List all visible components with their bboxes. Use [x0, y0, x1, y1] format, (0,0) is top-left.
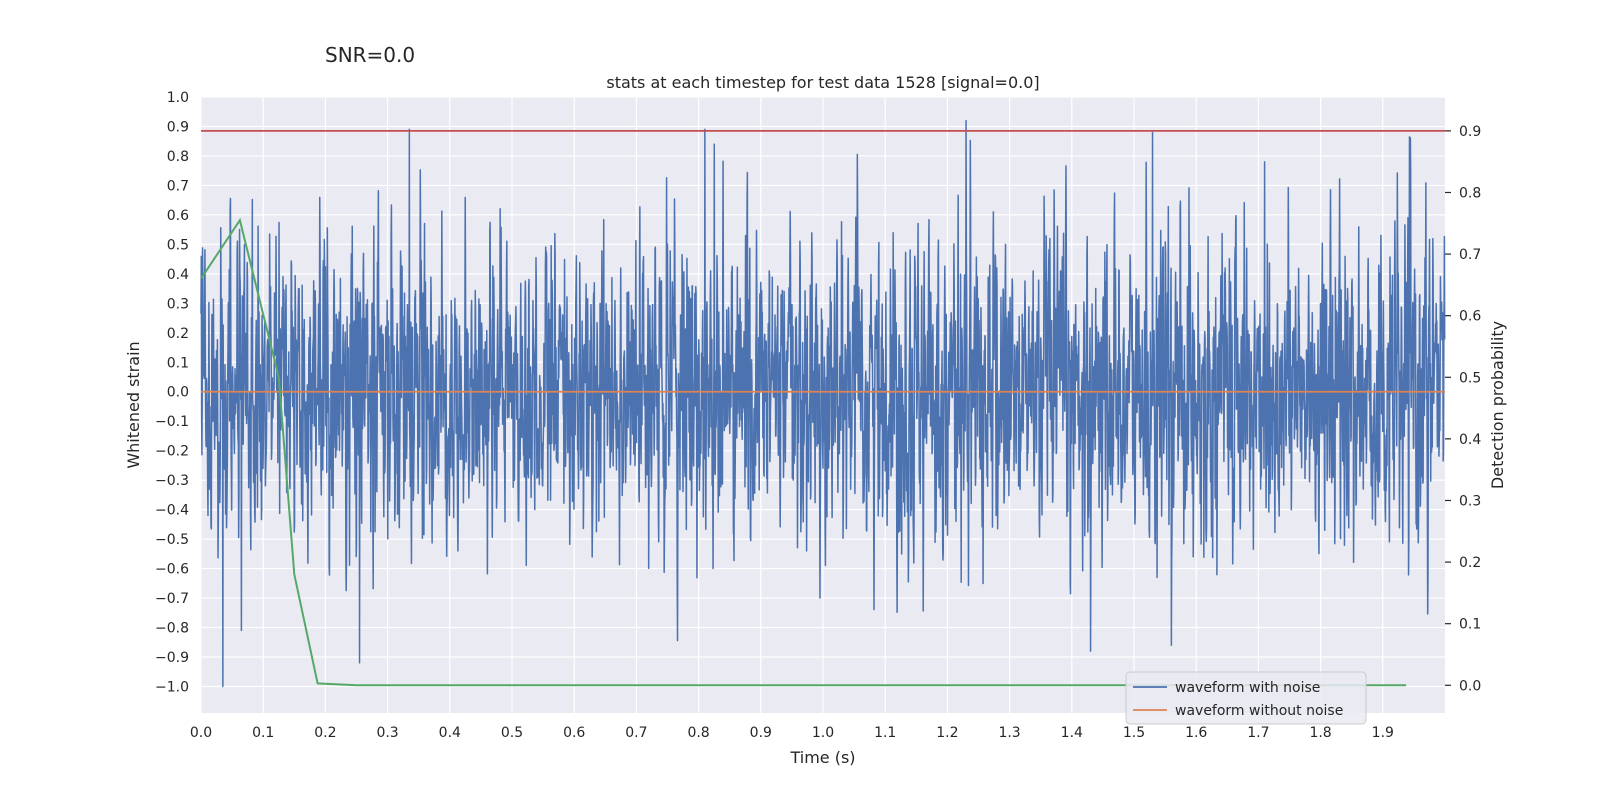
x-tick-label: 0.8: [687, 725, 709, 741]
y-tick-label: 0.6: [167, 208, 189, 224]
x-tick-label: 1.6: [1185, 725, 1207, 741]
grid-lines: [200, 96, 1445, 713]
series-detection-probability: [200, 217, 1407, 687]
x-tick-label: 1.0: [812, 725, 834, 741]
y-right-tick-label: 0.7: [1459, 247, 1481, 263]
x-tick-label: 0.3: [376, 725, 398, 741]
x-tick-label: 0.0: [190, 725, 212, 741]
x-tick-label: 0.9: [750, 725, 772, 741]
y-right-tick-label: 0.0: [1459, 678, 1481, 694]
y-tick-label: 0.2: [167, 326, 189, 342]
y-right-tick-label: 0.5: [1459, 370, 1481, 386]
x-tick-label: 1.3: [998, 725, 1020, 741]
x-tick-label: 1.2: [936, 725, 958, 741]
y-tick-label: 0.0: [167, 385, 189, 401]
legend-entry-waveform-with-noise: waveform with noise: [1175, 680, 1320, 696]
x-tick-label: 1.9: [1372, 725, 1394, 741]
y-tick-label: 0.5: [167, 237, 189, 253]
y-tick-label: −0.8: [155, 621, 189, 637]
legend: waveform with noise waveform without noi…: [1125, 671, 1367, 725]
y-right-tick-label: 0.2: [1459, 555, 1481, 571]
x-tick-label: 0.2: [314, 725, 336, 741]
axis-layer: 0.0 0.1 0.2 0.3 0.4 0.5 0.6 0.7 0.8 0.9 1.0 1.1 1.2 1…: [155, 90, 1481, 741]
y-tick-label: −1.0: [155, 679, 189, 695]
y-right-tick-label: 0.8: [1459, 185, 1481, 201]
x-tick-label: 0.7: [625, 725, 647, 741]
snr-label: SNR=0.0: [325, 43, 415, 67]
y-right-tick-label: 0.4: [1459, 432, 1481, 448]
x-tick-label: 0.1: [252, 725, 274, 741]
y-tick-label: 1.0: [167, 90, 189, 106]
y-tick-label: −0.3: [155, 473, 189, 489]
y-axis-right-label: Detection probability: [1488, 321, 1507, 489]
y-right-tick-label: 0.9: [1459, 124, 1481, 140]
y-tick-label: −0.9: [155, 650, 189, 666]
y-tick-label: −0.4: [155, 503, 189, 519]
y-axis-label: Whitened strain: [124, 341, 143, 468]
y-right-tick-label: 0.6: [1459, 309, 1481, 325]
y-tick-label: 0.4: [167, 267, 189, 283]
x-tick-label: 0.5: [501, 725, 523, 741]
x-axis-label: Time (s): [789, 748, 855, 767]
y-right-tick-label: 0.3: [1459, 493, 1481, 509]
y-tick-label: 0.7: [167, 178, 189, 194]
chart-title: stats at each timestep for test data 152…: [606, 73, 1039, 92]
x-tick-label: 1.7: [1247, 725, 1269, 741]
x-tick-label: 1.1: [874, 725, 896, 741]
x-tick-label: 1.8: [1309, 725, 1331, 741]
x-tick-label: 0.6: [563, 725, 585, 741]
y-tick-label: 0.8: [167, 149, 189, 165]
y-tick-label: −0.2: [155, 444, 189, 460]
y-tick-label: 0.9: [167, 119, 189, 135]
y-tick-label: −0.6: [155, 562, 189, 578]
y-tick-label: −0.1: [155, 414, 189, 430]
legend-entry-waveform-without-noise: waveform without noise: [1175, 703, 1343, 719]
y-tick-label: 0.3: [167, 296, 189, 312]
legend-box: [1125, 671, 1367, 725]
y-right-tick-label: 0.1: [1459, 617, 1481, 633]
x-tick-label: 1.5: [1123, 725, 1145, 741]
x-tick-label: 0.4: [439, 725, 461, 741]
y-tick-label: −0.7: [155, 591, 189, 607]
y-tick-label: 0.1: [167, 355, 189, 371]
x-tick-label: 1.4: [1061, 725, 1083, 741]
series-layer: [200, 119, 1446, 688]
series-waveform-with-noise: [200, 119, 1446, 688]
y-tick-label: −0.5: [155, 532, 189, 548]
